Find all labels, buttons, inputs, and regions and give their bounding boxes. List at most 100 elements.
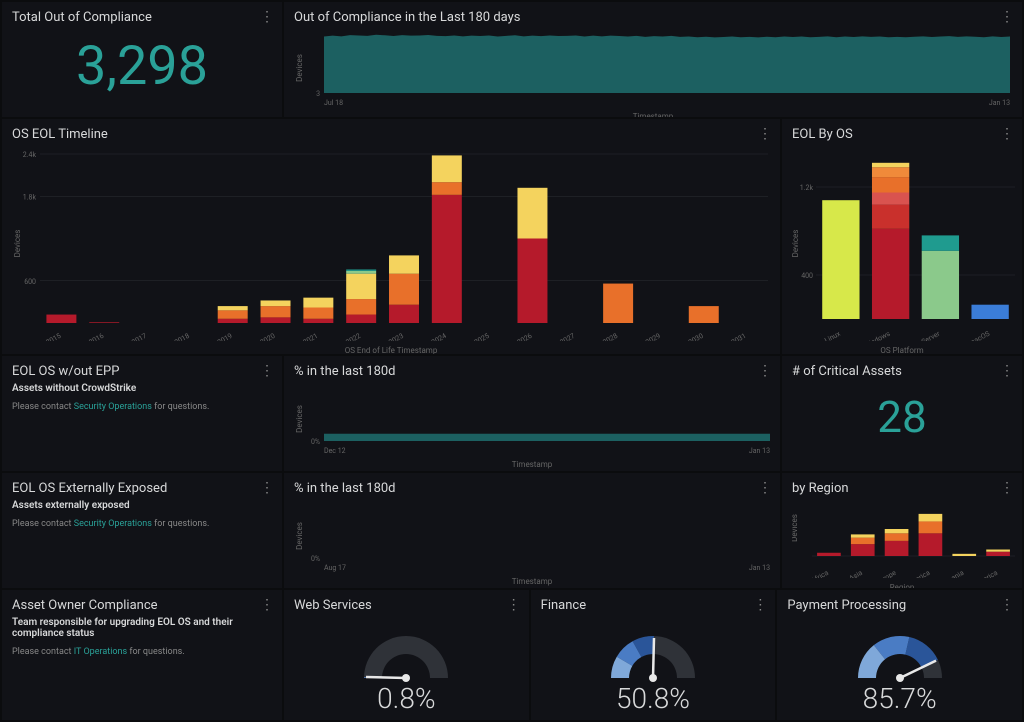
- help-text: Please contact IT Operations for questio…: [12, 647, 272, 657]
- panel-title: EOL By OS: [792, 127, 1012, 142]
- gauge-value: 85.7%: [787, 682, 1012, 715]
- panel-menu-icon[interactable]: ⋮: [1000, 598, 1014, 612]
- gauge-value: 50.8%: [541, 682, 766, 715]
- svg-text:Devices: Devices: [295, 54, 304, 82]
- panel-menu-icon[interactable]: ⋮: [753, 598, 767, 612]
- x-axis-label: Timestamp: [294, 460, 770, 469]
- svg-text:2030: 2030: [687, 332, 705, 341]
- svg-text:2026: 2026: [516, 332, 534, 341]
- panel-title: Out of Compliance in the Last 180 days: [294, 10, 1012, 25]
- svg-text:0%: 0%: [311, 438, 320, 446]
- panel-title: EOL OS Externally Exposed: [12, 481, 272, 496]
- svg-text:2017: 2017: [130, 332, 148, 341]
- gauge-chart: [840, 623, 960, 683]
- panel-menu-icon[interactable]: ⋮: [758, 364, 772, 378]
- panel-menu-icon[interactable]: ⋮: [758, 127, 772, 141]
- panel-eol-epp: EOL OS w/out EPP ⋮ Assets without CrowdS…: [2, 356, 282, 471]
- security-ops-link[interactable]: Security Operations: [74, 519, 152, 529]
- panel-menu-icon[interactable]: ⋮: [1000, 481, 1014, 495]
- svg-text:Dec 12: Dec 12: [324, 447, 346, 455]
- gauge-chart: [346, 623, 466, 683]
- svg-text:1.2k: 1.2k: [800, 184, 814, 192]
- panel-gauge-web: Web Services ⋮ 0.8%: [284, 590, 529, 720]
- x-axis-label: Timestamp: [294, 112, 1012, 117]
- panel-compliance-180d: Out of Compliance in the Last 180 days ⋮…: [284, 2, 1022, 117]
- panel-subtitle: Assets externally exposed: [12, 500, 272, 511]
- svg-text:Windows Server: Windows Server: [893, 329, 942, 341]
- svg-text:2023: 2023: [387, 332, 405, 341]
- panel-eol-timeline: OS EOL Timeline ⋮ 6001.8k2.4k20152016201…: [2, 119, 780, 354]
- panel-owner-compliance: Asset Owner Compliance ⋮ Team responsibl…: [2, 590, 282, 720]
- area-chart-compliance: Devices 3 Jul 18 Jan 13: [294, 29, 1014, 107]
- panel-title: Web Services: [294, 598, 519, 613]
- svg-text:2015: 2015: [45, 332, 63, 341]
- panel-gauge-payment: Payment Processing ⋮ 85.7%: [777, 590, 1022, 720]
- svg-text:2025: 2025: [473, 332, 491, 341]
- svg-text:2021: 2021: [302, 332, 320, 341]
- panel-subtitle: Team responsible for upgrading EOL OS an…: [12, 617, 272, 639]
- panel-title: OS EOL Timeline: [12, 127, 770, 142]
- panel-title: Total Out of Compliance: [12, 10, 272, 25]
- panel-menu-icon[interactable]: ⋮: [507, 598, 521, 612]
- panel-menu-icon[interactable]: ⋮: [1000, 10, 1014, 24]
- security-ops-link[interactable]: Security Operations: [74, 402, 152, 412]
- svg-text:Jan 13: Jan 13: [749, 447, 770, 455]
- panel-title: Finance: [541, 598, 766, 613]
- svg-text:Windows: Windows: [863, 330, 892, 341]
- svg-text:2027: 2027: [559, 332, 577, 341]
- panel-title: Asset Owner Compliance: [12, 598, 272, 613]
- panel-title: EOL OS w/out EPP: [12, 364, 272, 379]
- gauge-value: 0.8%: [294, 682, 519, 715]
- panel-title: % in the last 180d: [294, 481, 770, 496]
- svg-text:macOS: macOS: [967, 330, 991, 341]
- it-ops-link[interactable]: IT Operations: [74, 647, 127, 657]
- svg-text:600: 600: [24, 278, 36, 286]
- svg-text:Jan 13: Jan 13: [989, 99, 1010, 107]
- panel-title: Payment Processing: [787, 598, 1012, 613]
- bar-chart-region: AfricaAsiaEuropeNorth AmericaOceaniaSout…: [792, 500, 1017, 578]
- svg-text:Devices: Devices: [295, 522, 304, 550]
- svg-text:Devices: Devices: [792, 514, 799, 542]
- panel-by-region: by Region ⋮ AfricaAsiaEuropeNorth Americ…: [782, 473, 1022, 588]
- gauge-chart: [593, 623, 713, 683]
- panel-critical-assets: # of Critical Assets ⋮ 28: [782, 356, 1022, 471]
- panel-eol-exposed: EOL OS Externally Exposed ⋮ Assets exter…: [2, 473, 282, 588]
- svg-text:Devices: Devices: [792, 230, 800, 258]
- panel-gauge-finance: Finance ⋮ 50.8%: [531, 590, 776, 720]
- svg-text:Europe: Europe: [875, 569, 898, 578]
- svg-text:Jan 13: Jan 13: [749, 564, 770, 572]
- svg-text:2029: 2029: [644, 332, 662, 341]
- svg-text:2031: 2031: [730, 332, 748, 341]
- svg-text:2024: 2024: [430, 332, 448, 341]
- panel-menu-icon[interactable]: ⋮: [1000, 364, 1014, 378]
- panel-menu-icon[interactable]: ⋮: [758, 481, 772, 495]
- panel-eol-by-os: EOL By OS ⋮ 4001.2kLinuxWindowsWindows S…: [782, 119, 1022, 354]
- panel-menu-icon[interactable]: ⋮: [260, 481, 274, 495]
- panel-menu-icon[interactable]: ⋮: [1000, 127, 1014, 141]
- panel-menu-icon[interactable]: ⋮: [260, 598, 274, 612]
- svg-text:Asia: Asia: [848, 569, 864, 578]
- critical-assets-value: 28: [792, 391, 1012, 443]
- bar-chart-eol-timeline: 6001.8k2.4k20152016201720182019202020212…: [12, 146, 772, 341]
- panel-title: % in the last 180d: [294, 364, 770, 379]
- svg-text:Devices: Devices: [13, 230, 22, 258]
- panel-title: by Region: [792, 481, 1012, 496]
- help-text: Please contact Security Operations for q…: [12, 519, 272, 529]
- svg-text:Jul 18: Jul 18: [324, 99, 343, 107]
- svg-text:Devices: Devices: [295, 405, 304, 433]
- x-axis-label: OS Platform: [792, 346, 1012, 354]
- svg-text:2019: 2019: [216, 332, 234, 341]
- x-axis-label: Timestamp: [294, 577, 770, 586]
- bar-chart-eol-by-os: 4001.2kLinuxWindowsWindows ServermacOSDe…: [792, 146, 1017, 341]
- panel-menu-icon[interactable]: ⋮: [260, 10, 274, 24]
- svg-text:3: 3: [316, 90, 320, 98]
- panel-menu-icon[interactable]: ⋮: [260, 364, 274, 378]
- svg-text:0%: 0%: [311, 555, 320, 563]
- svg-text:Oceania: Oceania: [939, 569, 965, 578]
- svg-text:2020: 2020: [259, 332, 277, 341]
- svg-text:1.8k: 1.8k: [23, 193, 37, 201]
- line-chart-exposed: Devices0%Aug 17Jan 13: [294, 500, 774, 572]
- total-compliance-value: 3,298: [12, 35, 272, 98]
- panel-exposed-180d: % in the last 180d ⋮ Devices0%Aug 17Jan …: [284, 473, 780, 588]
- svg-text:2018: 2018: [173, 332, 191, 341]
